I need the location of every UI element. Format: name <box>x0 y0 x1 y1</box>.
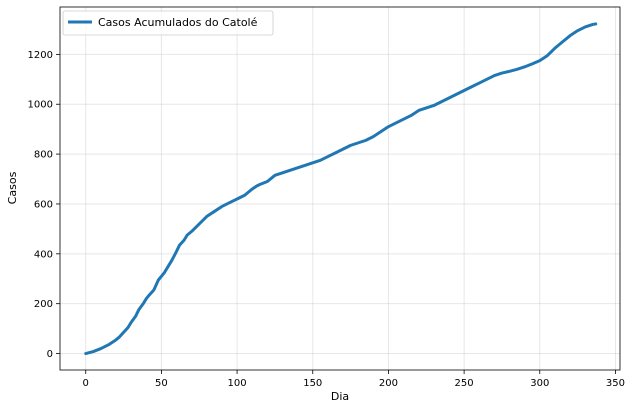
y-tick-label: 400 <box>34 249 53 260</box>
x-tick-label: 300 <box>530 378 549 389</box>
legend-label: Casos Acumulados do Catolé <box>98 16 258 29</box>
x-tick-label: 100 <box>228 378 247 389</box>
y-tick-label: 800 <box>34 150 53 161</box>
y-tick-label: 0 <box>47 349 53 360</box>
series-line <box>84 22 598 356</box>
axis-ticks: 0 50 100 150 200 250 300 350 0 200 400 600 800 1000 12… <box>28 50 625 389</box>
x-tick-label: 150 <box>303 378 322 389</box>
x-tick-label: 50 <box>155 378 168 389</box>
x-tick-label: 350 <box>606 378 625 389</box>
x-axis-label: Dia <box>331 390 349 403</box>
x-tick-label: 0 <box>83 378 89 389</box>
axes-frame <box>59 6 621 371</box>
grid-lines <box>60 7 620 370</box>
y-tick-label: 1200 <box>28 50 53 61</box>
y-tick-label: 200 <box>34 299 53 310</box>
series-layer <box>84 22 598 356</box>
legend-box <box>62 10 274 36</box>
y-axis-label: Casos <box>6 171 19 204</box>
y-tick-label: 1000 <box>28 100 53 111</box>
x-tick-label: 200 <box>379 378 398 389</box>
legend: Casos Acumulados do Catolé <box>62 10 274 36</box>
y-tick-label: 600 <box>34 199 53 210</box>
x-tick-label: 250 <box>455 378 474 389</box>
